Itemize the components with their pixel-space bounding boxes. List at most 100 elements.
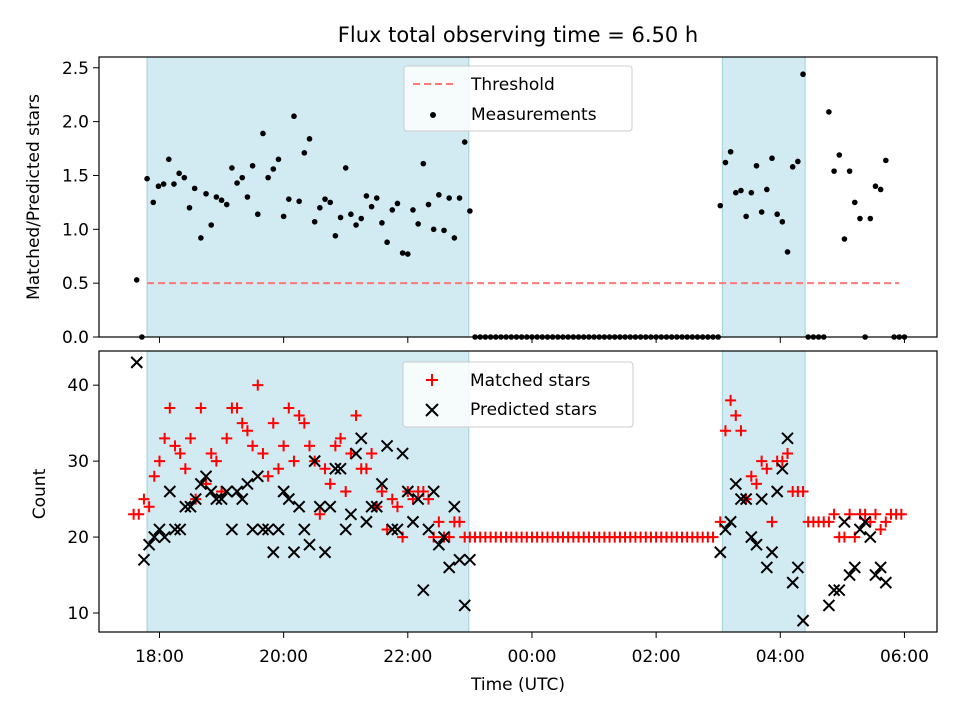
predicted-point-50 xyxy=(391,523,404,536)
matched-point-39 xyxy=(329,440,341,452)
predicted-point-33 xyxy=(303,538,316,551)
predicted-point-30 xyxy=(287,546,301,559)
matched-point-1 xyxy=(133,508,145,520)
predicted-point-62 xyxy=(453,553,466,567)
predicted-point-17 xyxy=(220,485,233,498)
matched-point-10 xyxy=(179,463,191,475)
matched-point-13 xyxy=(195,402,207,414)
measurement-point-58 xyxy=(436,192,442,198)
predicted-point-3 xyxy=(148,530,161,544)
matched-point-144 xyxy=(875,523,887,535)
measurement-point-14 xyxy=(208,222,215,228)
matched-point-50 xyxy=(386,493,398,505)
matched-point-119 xyxy=(745,470,757,482)
bottom-y-ticks: 10 20 30 40 xyxy=(67,376,99,624)
top-y-tick-label-0: 0.0 xyxy=(62,328,89,348)
matched-point-143 xyxy=(869,508,881,520)
measurement-point-17 xyxy=(223,201,230,208)
matched-point-123 xyxy=(766,516,778,528)
measurement-point-10 xyxy=(186,204,193,211)
measurement-point-137 xyxy=(841,236,848,242)
measurement-point-63 xyxy=(461,139,468,145)
measurement-point-118 xyxy=(743,213,749,220)
matched-point-20 xyxy=(231,402,243,414)
predicted-point-16 xyxy=(215,492,228,506)
matched-point-23 xyxy=(247,440,259,452)
matched-point-6 xyxy=(159,432,171,444)
measurement-point-21 xyxy=(244,194,251,200)
matched-legend-marker xyxy=(426,374,438,386)
predicted-point-78 xyxy=(781,432,794,445)
matched-point-8 xyxy=(169,440,181,452)
matched-legend-label: Matched stars xyxy=(470,371,590,391)
matched-point-33 xyxy=(298,417,310,429)
predicted-point-82 xyxy=(822,599,836,612)
predicted-legend-marker xyxy=(425,403,439,417)
predicted-point-34 xyxy=(308,454,321,468)
measurement-point-43 xyxy=(358,215,365,222)
matched-point-40 xyxy=(335,432,347,444)
matched-point-16 xyxy=(210,455,222,467)
measurements-legend-marker xyxy=(430,112,436,118)
measurement-point-144 xyxy=(877,186,884,193)
matched-point-15 xyxy=(205,448,217,460)
measurement-point-140 xyxy=(857,215,863,222)
matched-point-121 xyxy=(756,455,768,467)
matched-point-134 xyxy=(823,516,835,528)
measurement-point-139 xyxy=(851,199,858,206)
predicted-point-27 xyxy=(272,523,285,536)
matched-point-18 xyxy=(221,432,233,444)
predicted-point-75 xyxy=(765,546,779,559)
measurement-point-6 xyxy=(165,156,172,163)
top-y-tick-label-3: 1.5 xyxy=(62,166,89,186)
measurement-point-29 xyxy=(286,196,292,202)
predicted-point-7 xyxy=(168,523,182,536)
measurement-point-115 xyxy=(727,148,734,155)
measurement-point-142 xyxy=(867,215,874,222)
predicted-point-9 xyxy=(179,500,192,513)
predicted-point-89 xyxy=(858,515,872,529)
matched-point-139 xyxy=(849,531,861,543)
matched-point-61 xyxy=(443,531,455,543)
predicted-point-60 xyxy=(442,561,456,574)
measurement-point-36 xyxy=(322,196,328,202)
predicted-point-0 xyxy=(130,356,143,369)
measurement-point-143 xyxy=(872,183,879,190)
measurement-point-45 xyxy=(368,203,375,210)
predicted-point-64 xyxy=(463,553,477,567)
matched-point-22 xyxy=(241,425,253,437)
measurement-point-134 xyxy=(826,109,832,115)
measurement-point-26 xyxy=(270,166,277,172)
matched-point-148 xyxy=(895,508,907,520)
measurements-legend-label: Measurements xyxy=(471,105,597,125)
measurement-point-54 xyxy=(415,221,421,227)
predicted-point-88 xyxy=(853,523,867,536)
predicted-point-81 xyxy=(796,614,810,627)
matched-point-59 xyxy=(433,516,445,528)
measurement-point-31 xyxy=(296,198,302,205)
measurement-point-51 xyxy=(399,250,406,256)
chart-title: Flux total observing time = 6.50 h xyxy=(338,23,698,47)
matched-point-34 xyxy=(304,440,316,452)
matched-point-48 xyxy=(376,486,388,497)
predicted-point-8 xyxy=(173,523,187,536)
matched-point-7 xyxy=(164,402,176,414)
predicted-point-63 xyxy=(458,599,471,612)
predicted-point-23 xyxy=(251,470,264,483)
measurement-point-22 xyxy=(249,162,256,169)
x-tick-label-2: 22:00 xyxy=(383,647,432,667)
matched-point-116 xyxy=(730,410,742,422)
matched-point-41 xyxy=(340,486,352,497)
measurement-point-27 xyxy=(275,156,282,163)
matched-point-117 xyxy=(735,425,747,437)
measurement-point-13 xyxy=(203,190,209,197)
x-tick-label-4: 02:00 xyxy=(632,647,681,667)
measurement-point-56 xyxy=(425,201,432,208)
measurement-point-18 xyxy=(229,165,235,171)
matched-point-142 xyxy=(864,516,876,528)
x-tick-label-1: 20:00 xyxy=(259,647,308,667)
measurement-point-12 xyxy=(198,235,204,241)
top-y-tick-label-2: 1.0 xyxy=(62,220,89,240)
measurement-point-46 xyxy=(373,195,380,201)
